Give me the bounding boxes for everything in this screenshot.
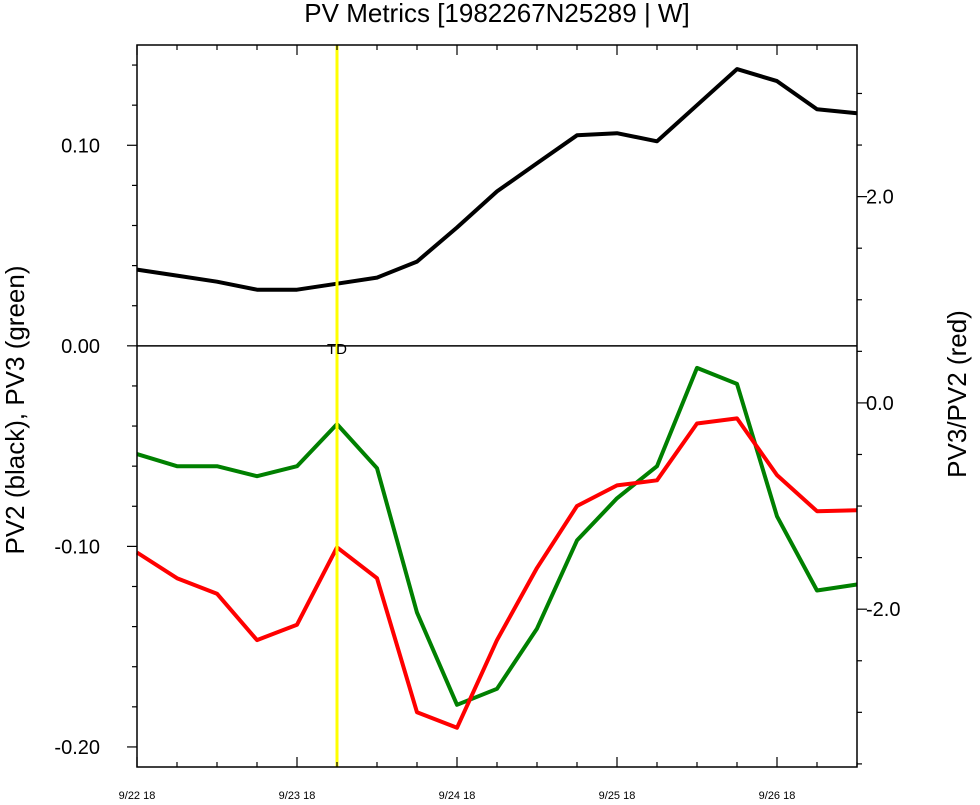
x-tick-label: 9/24 18 [439, 790, 476, 802]
left-tick-label: 0.00 [61, 336, 100, 358]
right-tick-label: -2.0 [866, 599, 900, 621]
series-line-1 [136, 365, 858, 707]
left-axis-label: PV2 (black), PV3 (green) [0, 265, 30, 554]
plot-frame [136, 44, 858, 768]
x-tick-label: 9/26 18 [759, 790, 796, 802]
left-tick-label: 0.10 [61, 135, 100, 157]
x-tick-label: 9/22 18 [119, 790, 156, 802]
left-tick-label: -0.20 [54, 737, 100, 759]
chart-title: PV Metrics [1982267N25289 | W] [304, 0, 689, 28]
left-tick-label: -0.10 [54, 536, 100, 558]
td-marker-label: TD [327, 341, 347, 358]
right-tick-label: 2.0 [866, 187, 894, 209]
x-tick-label: 9/23 18 [279, 790, 316, 802]
series-line-0 [136, 67, 858, 292]
right-axis-label: PV3/PV2 (red) [942, 310, 972, 478]
right-tick-label: 0.0 [866, 393, 894, 415]
x-tick-label: 9/25 18 [599, 790, 636, 802]
series-line-2 [135, 416, 858, 730]
